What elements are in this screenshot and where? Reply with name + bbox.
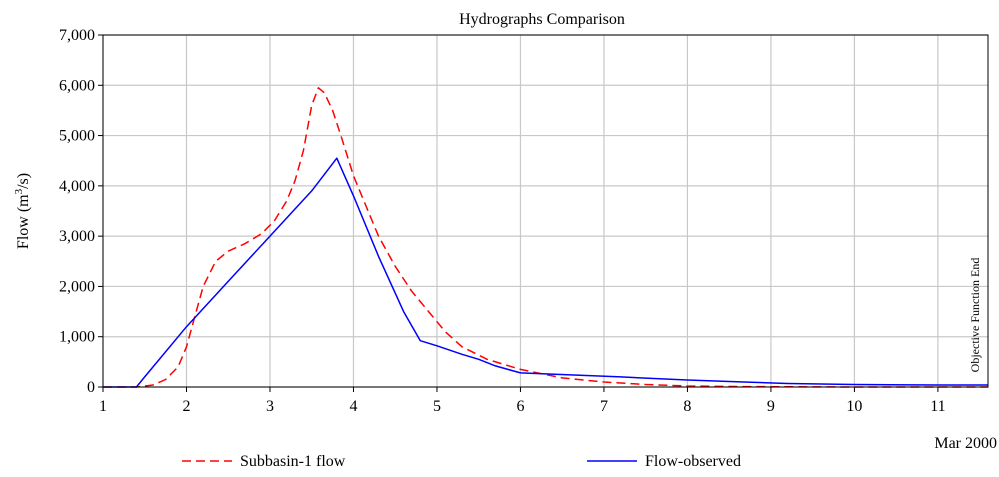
y-tick-label: 7,000 bbox=[59, 27, 95, 44]
x-axis-ticks: 1 2 3 4 5 6 7 8 9 10 11 bbox=[99, 387, 946, 415]
y-tick-label: 0 bbox=[87, 379, 95, 396]
objective-function-end-label: Objective Function End bbox=[968, 258, 982, 373]
series-lines bbox=[103, 87, 988, 388]
x-tick-label: 8 bbox=[683, 398, 691, 415]
y-axis-ticks: 0 1,000 2,000 3,000 4,000 5,000 6,000 7,000 bbox=[59, 27, 103, 396]
x-tick-label: 2 bbox=[182, 398, 190, 415]
x-tick-label: 1 bbox=[99, 398, 107, 415]
y-tick-label: 6,000 bbox=[59, 77, 95, 94]
y-tick-label: 1,000 bbox=[59, 329, 95, 346]
chart-title: Hydrographs Comparison bbox=[459, 11, 625, 28]
legend-label: Flow-observed bbox=[645, 453, 741, 470]
series-line-flow-observed bbox=[103, 157, 988, 388]
y-tick-label: 5,000 bbox=[59, 128, 95, 145]
y-axis-label: Flow (m3/s) bbox=[13, 173, 32, 249]
x-tick-label: 10 bbox=[846, 398, 862, 415]
grid-lines bbox=[102, 34, 988, 388]
x-tick-label: 5 bbox=[433, 398, 441, 415]
y-tick-label: 2,000 bbox=[59, 278, 95, 295]
legend-label: Subbasin-1 flow bbox=[240, 453, 346, 470]
x-axis-label: Mar 2000 bbox=[934, 435, 997, 452]
y-tick-label: 3,000 bbox=[59, 228, 95, 245]
series-line-subbasin-1-flow bbox=[103, 87, 988, 388]
x-tick-label: 6 bbox=[516, 398, 524, 415]
x-tick-label: 4 bbox=[349, 398, 357, 415]
legend: Subbasin-1 flow Flow-observed bbox=[182, 453, 741, 470]
x-tick-label: 7 bbox=[600, 398, 608, 415]
x-tick-label: 11 bbox=[930, 398, 945, 415]
x-tick-label: 3 bbox=[266, 398, 274, 415]
x-tick-label: 9 bbox=[767, 398, 775, 415]
y-tick-label: 4,000 bbox=[59, 178, 95, 195]
plot-frame bbox=[102, 34, 989, 388]
